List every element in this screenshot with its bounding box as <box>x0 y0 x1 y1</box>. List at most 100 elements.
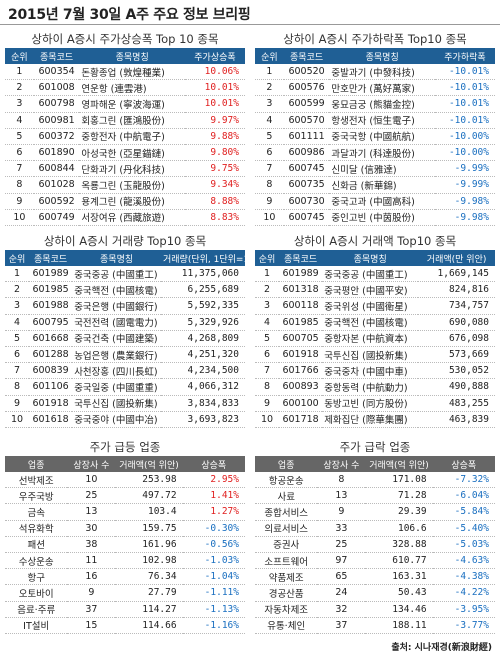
row: 3 600599 웅묘금궁 (熊貓金控) -10.01% <box>255 95 495 113</box>
column-header: 종목코드 <box>29 250 73 266</box>
row: 9 600592 용계그린 (龍溪股份) 8.88% <box>5 193 245 210</box>
row: 금속 13 103.4 1.27% <box>5 503 245 521</box>
row: 패션 38 161.96 -0.56% <box>5 536 245 553</box>
cell: 우주국방 <box>5 487 68 505</box>
cell: 483,255 <box>418 395 495 412</box>
cell: 제화집단 (際華集團) <box>322 411 419 428</box>
cell: 600844 <box>33 160 80 178</box>
header-row: 순위 종목코드 종목명칭 거래액(만 위안) <box>255 250 495 266</box>
cell: 10.06% <box>184 64 245 81</box>
cell: 국전전력 (國電電力) <box>72 314 161 331</box>
cell: 1.41% <box>182 487 245 505</box>
cell: 9 <box>255 193 284 210</box>
row: 7 600839 사천장홍 (四川長虹) 4,234,500 <box>5 362 245 380</box>
cell: 600520 <box>283 64 330 81</box>
cell: 600986 <box>283 144 330 162</box>
cell: 161.96 <box>115 536 183 553</box>
cell: 734,757 <box>418 297 495 315</box>
cell: 601988 <box>29 297 73 315</box>
cell: 600893 <box>279 378 323 396</box>
cell: 9.80% <box>184 144 245 162</box>
cell: 29.39 <box>365 503 433 521</box>
cell: 중국핵전 (中國核電) <box>72 281 161 299</box>
column-header: 거래액(억 위안) <box>365 456 433 472</box>
cell: 신미달 (信雅達) <box>329 160 435 178</box>
cell: 1 <box>5 266 29 283</box>
cell: -1.16% <box>182 617 245 634</box>
cell: 웅묘금궁 (熊貓金控) <box>329 95 435 113</box>
cell: 패션 <box>5 536 68 553</box>
row: 4 600795 국전전력 (國電電力) 5,329,926 <box>5 314 245 331</box>
cell: 중국일중 (中國重重) <box>72 378 161 396</box>
cell: 4 <box>5 314 29 331</box>
cell: 5,592,335 <box>160 297 245 315</box>
column-header: 순위 <box>255 48 284 64</box>
cell: 600705 <box>279 330 323 347</box>
cell: -7.32% <box>432 472 495 489</box>
cell: 4,268,809 <box>160 330 245 347</box>
cell: 3 <box>5 297 29 315</box>
cell: 항구 <box>5 568 68 586</box>
column-header: 종목명칭 <box>79 48 185 64</box>
cell: 중국건축 (中國建築) <box>72 330 161 347</box>
row: 항구 16 76.34 -1.04% <box>5 568 245 586</box>
cell: 1 <box>255 266 279 283</box>
cell: -5.84% <box>432 503 495 521</box>
column-header: 종목코드 <box>279 250 323 266</box>
cell: 약품제조 <box>255 568 318 586</box>
row: 수상운송 11 102.98 -1.03% <box>5 552 245 570</box>
cell: 경공산품 <box>255 584 318 602</box>
cell: -6.04% <box>432 487 495 505</box>
cell: -3.95% <box>432 601 495 618</box>
cell: 600795 <box>29 314 73 331</box>
cell: 자동차제조 <box>255 601 318 618</box>
table-block: 주가 급락 업종 업종 상장사 수 거래액(억 위안) 상승폭 항공운송 8 171.08 -7… <box>255 438 495 634</box>
cell: 601918 <box>279 346 323 364</box>
row: 1 600520 중발과기 (中發科技) -10.01% <box>255 64 495 81</box>
header-row: 업종 상장사 수 거래액(억 위안) 상승폭 <box>255 456 495 472</box>
cell: 25 <box>67 487 116 505</box>
table-block: 주가 급등 업종 업종 상장사 수 거래액(억 위안) 상승폭 선박제조 10 253.98 2… <box>5 438 245 634</box>
cell: 연운항 (連雲港) <box>79 79 185 97</box>
row: 소프트웨어 97 610.77 -4.63% <box>255 552 495 570</box>
cell: 171.08 <box>365 472 433 489</box>
column-header: 상승폭 <box>432 456 495 472</box>
header-row: 순위 종목코드 종목명칭 주가하락폭 <box>255 48 495 64</box>
cell: -5.03% <box>432 536 495 553</box>
cell: 601668 <box>29 330 73 347</box>
row: 자동차제조 32 134.46 -3.95% <box>255 601 495 618</box>
table-block: 상하이 A증시 주가하락폭 Top10 종목 순위 종목코드 종목명칭 주가하락폭 1 60… <box>255 30 495 226</box>
cell: 5 <box>255 330 279 347</box>
cell: 16 <box>67 568 116 586</box>
cell: 10.01% <box>184 79 245 97</box>
cell: 27.79 <box>115 584 183 602</box>
cell: 금속 <box>5 503 68 521</box>
cell: 601028 <box>33 176 80 194</box>
column-header: 상장사 수 <box>317 456 366 472</box>
cell: 3,693,823 <box>160 411 245 428</box>
row: 우주국방 25 497.72 1.41% <box>5 487 245 505</box>
header-row: 순위 종목코드 종목명칭 주가상승폭 <box>5 48 245 64</box>
cell: 중국국항 (中國航航) <box>329 128 435 145</box>
row: 유통·체인 37 188.11 -3.77% <box>255 617 495 634</box>
cell: 농업은행 (農業銀行) <box>72 346 161 364</box>
row: 9 601918 국투신집 (國投新集) 3,834,833 <box>5 395 245 412</box>
cell: 7 <box>255 362 279 380</box>
cell: 3 <box>5 95 34 113</box>
cell: -0.56% <box>182 536 245 553</box>
table-title: 상하이 A증시 거래량 Top10 종목 <box>43 234 207 248</box>
row: 5 601111 중국국항 (中國航航) -10.00% <box>255 128 495 145</box>
cell: 8 <box>5 378 29 396</box>
cell: 463,839 <box>418 411 495 428</box>
cell: 1,669,145 <box>418 266 495 283</box>
row: 8 600735 신화금 (新華錦) -9.99% <box>255 176 495 194</box>
header-row: 업종 상장사 수 거래액(억 위안) 상승폭 <box>5 456 245 472</box>
cell: 8.83% <box>184 209 245 226</box>
cell: 수상운송 <box>5 552 68 570</box>
column-header: 거래액(만 위안) <box>418 250 495 266</box>
row: 5 600705 중항자본 (中航資本) 676,098 <box>255 330 495 347</box>
cell: 5 <box>5 330 29 347</box>
row: 선박제조 10 253.98 2.95% <box>5 472 245 489</box>
cell: 601766 <box>279 362 323 380</box>
